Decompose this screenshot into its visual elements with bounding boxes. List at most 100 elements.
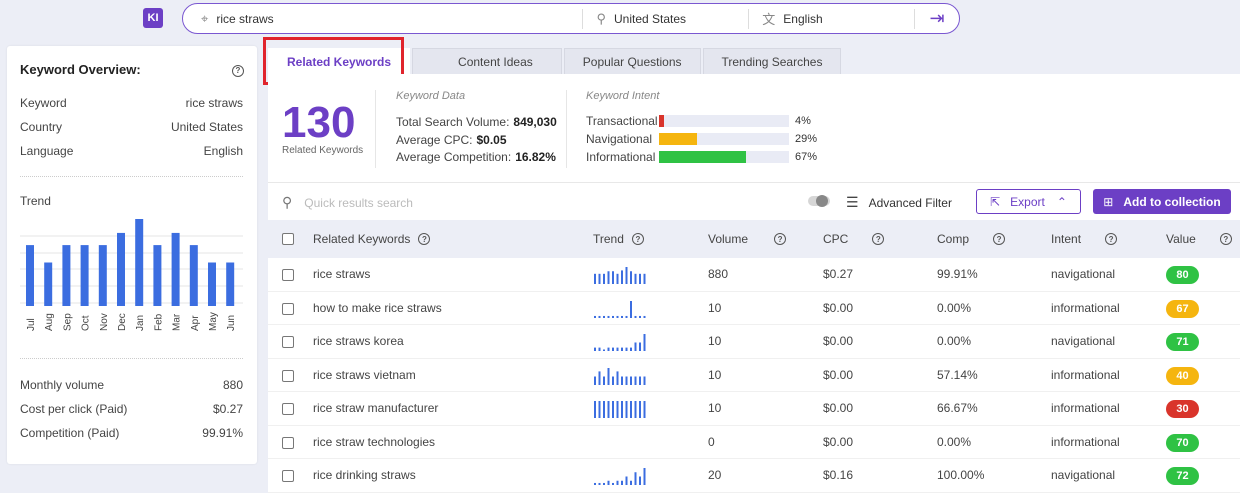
table-row[interactable]: rice straws korea 10 $0.00 0.00% navigationa… — [268, 325, 1240, 359]
table-header: Related Keywords? Trend? Volume? CPC? Co… — [268, 220, 1240, 258]
filter-toggle[interactable] — [808, 195, 830, 207]
table-row[interactable]: rice straw technologies 0 $0.00 0.00% inform… — [268, 426, 1240, 459]
comp-cell: 66.67% — [937, 401, 978, 416]
sparkline-bar — [616, 480, 619, 485]
overview-help[interactable]: ? — [232, 62, 244, 77]
trend-sparkline — [594, 267, 646, 284]
help-icon[interactable]: ? — [418, 233, 431, 245]
keyword-cell[interactable]: how to make rice straws — [313, 300, 442, 315]
sparkline-bar — [612, 482, 614, 485]
app-logo[interactable]: KI — [143, 8, 163, 28]
quick-search-input[interactable]: Quick results search — [304, 195, 413, 210]
location-pin-icon: ⚲ — [596, 10, 607, 26]
keyword-value: rice straws — [216, 11, 274, 26]
export-button[interactable]: ⇱ Export ⌃ — [976, 189, 1081, 214]
keyword-field[interactable]: ⌖ rice straws — [183, 4, 582, 33]
row-checkbox[interactable] — [282, 302, 294, 315]
sparkline-bar — [594, 315, 596, 318]
table-row[interactable]: rice straw manufacturer 10 $0.00 66.67% info… — [268, 392, 1240, 426]
advanced-filter-button[interactable]: ☰ Advanced Filter — [846, 194, 952, 211]
volume-cell: 10 — [708, 300, 722, 315]
help-icon[interactable]: ? — [872, 233, 885, 245]
sparkline-bar — [594, 376, 596, 385]
add-to-collection-button[interactable]: ⊞ Add to collection — [1093, 189, 1231, 214]
row-checkbox[interactable] — [282, 336, 294, 348]
cpc-row: Cost per click (Paid) $0.27 — [20, 402, 243, 416]
sparkline-bar — [612, 347, 614, 351]
table-row[interactable]: rice straws vietnam 10 $0.00 57.14% informat… — [268, 359, 1240, 392]
row-value: rice straws — [185, 96, 243, 110]
add-to-collection-label: Add to collection — [1123, 194, 1221, 209]
sparkline-bar — [616, 347, 619, 351]
sparkline-bar — [630, 271, 632, 284]
header-cpc[interactable]: CPC? — [823, 232, 885, 246]
header-intent[interactable]: Intent? — [1051, 232, 1118, 246]
sparkline-bar — [603, 273, 605, 284]
cpc-cell: $0.00 — [823, 367, 854, 382]
country-value: United States — [614, 11, 687, 26]
row-checkbox[interactable] — [282, 369, 294, 382]
sparkline-bar — [639, 273, 641, 284]
search-divider — [582, 8, 584, 29]
sparkline-bar — [621, 315, 623, 318]
header-comp[interactable]: Comp? — [937, 232, 1006, 246]
table-row[interactable]: how to make rice straws 10 $0.00 0.00% infor… — [268, 292, 1240, 325]
tab-related-keywords[interactable]: Related Keywords — [268, 48, 411, 74]
row-checkbox[interactable] — [282, 436, 294, 449]
sparkline-bar — [607, 480, 610, 485]
sparkline-bar — [630, 347, 632, 351]
keyword-cell[interactable]: rice straws korea — [313, 334, 404, 349]
trend-bar — [226, 262, 235, 306]
search-submit-button[interactable]: ⇥ — [915, 4, 959, 33]
sparkline-bar — [621, 376, 623, 385]
trend-sparkline — [594, 334, 646, 351]
header-label: Comp — [937, 232, 970, 246]
intent-label: Navigational — [586, 132, 653, 146]
table-row[interactable]: rice drinking straws 20 $0.16 100.00% naviga… — [268, 459, 1240, 493]
sparkline-bar — [630, 300, 632, 318]
tab-trending-searches[interactable]: Trending Searches — [702, 48, 842, 74]
tab-content-ideas[interactable]: Content Ideas — [412, 48, 562, 74]
help-icon[interactable]: ? — [1105, 233, 1118, 245]
help-icon[interactable]: ? — [993, 233, 1006, 245]
header-keywords[interactable]: Related Keywords? — [313, 232, 431, 246]
tab-popular-questions[interactable]: Popular Questions — [563, 48, 701, 74]
volume-cell: 10 — [708, 367, 722, 382]
header-label: Value — [1166, 232, 1196, 246]
language-field[interactable]: 文 English — [749, 4, 914, 33]
cpc-cell: $0.00 — [823, 300, 854, 315]
header-volume[interactable]: Volume? — [708, 232, 787, 246]
keyword-cell[interactable]: rice straws — [313, 267, 371, 282]
keyword-cell[interactable]: rice straw technologies — [313, 434, 436, 449]
keyword-cell[interactable]: rice straw manufacturer — [313, 401, 439, 416]
help-icon[interactable]: ? — [774, 233, 787, 245]
row-checkbox[interactable] — [282, 269, 294, 281]
sparkline-bar — [625, 347, 628, 351]
share-icon: ⇱ — [990, 194, 1001, 209]
quick-search[interactable]: ⚲ Quick results search — [282, 194, 413, 211]
country-field[interactable]: ⚲ United States — [583, 4, 748, 33]
value-badge: 67 — [1166, 299, 1199, 318]
comp-cell: 0.00% — [937, 434, 972, 449]
help-icon[interactable]: ? — [631, 233, 644, 245]
header-trend[interactable]: Trend? — [593, 232, 644, 246]
comp-cell: 99.91% — [937, 267, 978, 282]
select-all-checkbox[interactable] — [282, 233, 294, 245]
help-icon[interactable]: ? — [1219, 233, 1232, 245]
header-value[interactable]: Value? — [1166, 232, 1232, 246]
sparkline-bar — [594, 273, 596, 284]
intent-cell: navigational — [1051, 468, 1116, 483]
table-row[interactable]: rice straws 880 $0.27 99.91% navigational 80 — [268, 258, 1240, 292]
search-icon: ⚲ — [282, 194, 293, 210]
sparkline-bar — [616, 315, 619, 318]
row-checkbox[interactable] — [282, 470, 294, 482]
row-label: Monthly volume — [20, 378, 105, 392]
avg-cpc-value: $0.05 — [476, 133, 507, 147]
avg-cpc-line: Average CPC: $0.05 — [396, 133, 507, 147]
keyword-cell[interactable]: rice straws vietnam — [313, 367, 416, 382]
keyword-cell[interactable]: rice drinking straws — [313, 468, 416, 483]
filter-icon: ☰ — [846, 194, 859, 210]
sparkline-bar — [643, 273, 646, 284]
cpc-cell: $0.00 — [823, 401, 854, 416]
row-checkbox[interactable] — [282, 403, 294, 415]
